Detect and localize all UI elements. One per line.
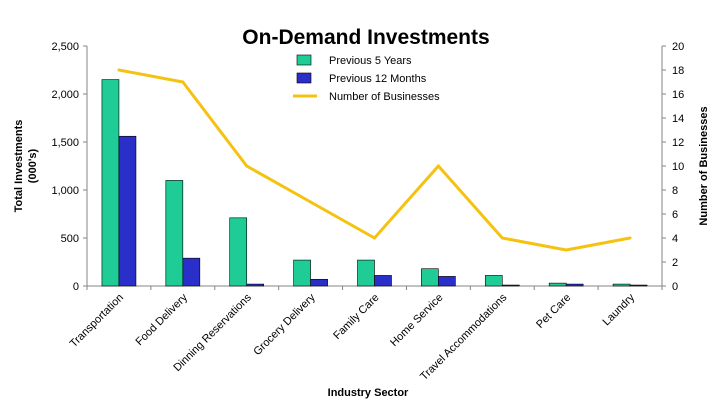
y-tick-label: 500 [61,233,79,245]
legend-label-previous-5-years: Previous 5 Years [329,55,412,67]
y-tick-label: 2,500 [51,41,79,53]
y-tick-label: 1,000 [51,185,79,197]
bar-previous-12-months-family-care [374,275,392,287]
y2-tick-label: 10 [672,161,684,173]
y-axis-title-line: (000's) [27,148,39,183]
x-tick-label-food-delivery: Food Delivery [133,291,190,348]
line-point-dinning-reservations [245,164,249,168]
x-tick-label-home-service: Home Service [388,292,445,349]
y2-tick-label: 16 [672,89,684,101]
bar-previous-5-years-food-delivery [165,180,184,287]
line-point-pet-care [564,248,568,252]
bar-previous-5-years-family-care [357,259,375,287]
bar-previous-5-years-dinning-reservations [229,217,248,287]
y-tick-label: 2,000 [51,89,79,101]
y-tick-label: 1,500 [51,137,79,149]
y2-tick-label: 18 [672,65,684,77]
bar-previous-12-months-grocery-delivery [310,278,328,287]
legend-swatch-previous-5-years [296,54,312,66]
x-tick-label-grocery-delivery: Grocery Delivery [251,291,318,358]
line-group [117,68,632,252]
y2-tick-label: 4 [672,233,678,245]
legend-label-previous-12-months: Previous 12 Months [329,73,427,85]
line-point-laundry [628,236,632,240]
line-point-food-delivery [181,80,185,84]
bar-previous-5-years-travel-accommodations [484,275,503,287]
y2-tick-label: 12 [672,137,684,149]
x-tick-label-laundry: Laundry [601,291,638,328]
y2-tick-label: 6 [672,209,678,221]
line-point-grocery-delivery [309,200,313,204]
bar-previous-5-years-transportation [101,79,120,287]
y2-tick-label: 20 [672,41,684,53]
chart-title: On-Demand Investments [242,26,489,49]
bar-previous-12-months-food-delivery [182,257,201,287]
x-axis-title: Industry Sector [328,387,409,399]
y2-tick-label: 2 [672,257,678,269]
x-tick-label-family-care: Family Care [331,292,381,342]
line-point-transportation [117,68,121,72]
legend: Previous 5 Years Previous 12 Months Number… [293,54,440,103]
y2-tick-label: 8 [672,185,678,197]
y2-tick-label: 0 [672,281,678,293]
bar-previous-12-months-transportation [118,135,137,287]
line-point-travel-accommodations [500,236,504,240]
bar-previous-5-years-pet-care [548,282,567,287]
x-tick-label-pet-care: Pet Care [534,292,573,331]
bar-previous-5-years-grocery-delivery [293,259,311,287]
bar-previous-12-months-pet-care [565,283,584,287]
bar-previous-5-years-laundry [612,283,631,287]
line-point-family-care [373,236,376,240]
bar-previous-12-months-travel-accommodations [501,284,520,287]
y-axis-title: Total Investments (000's) [13,120,39,213]
legend-label-number-of-businesses: Number of Businesses [329,91,440,103]
y-axis-title-line: Total Investments [13,120,25,213]
y-tick-label: 0 [73,281,79,293]
y2-tick-label: 14 [672,113,684,125]
bar-previous-12-months-home-service [438,276,456,287]
line-point-home-service [436,164,440,168]
x-tick-label-transportation: Transportation [68,292,126,350]
legend-swatch-previous-12-months [296,72,312,84]
bar-previous-5-years-home-service [421,268,439,287]
bars-group [101,79,648,287]
bar-previous-12-months-laundry [629,284,648,287]
bar-previous-12-months-dinning-reservations [246,283,265,287]
y2-axis-title: Number of Businesses [698,106,710,225]
